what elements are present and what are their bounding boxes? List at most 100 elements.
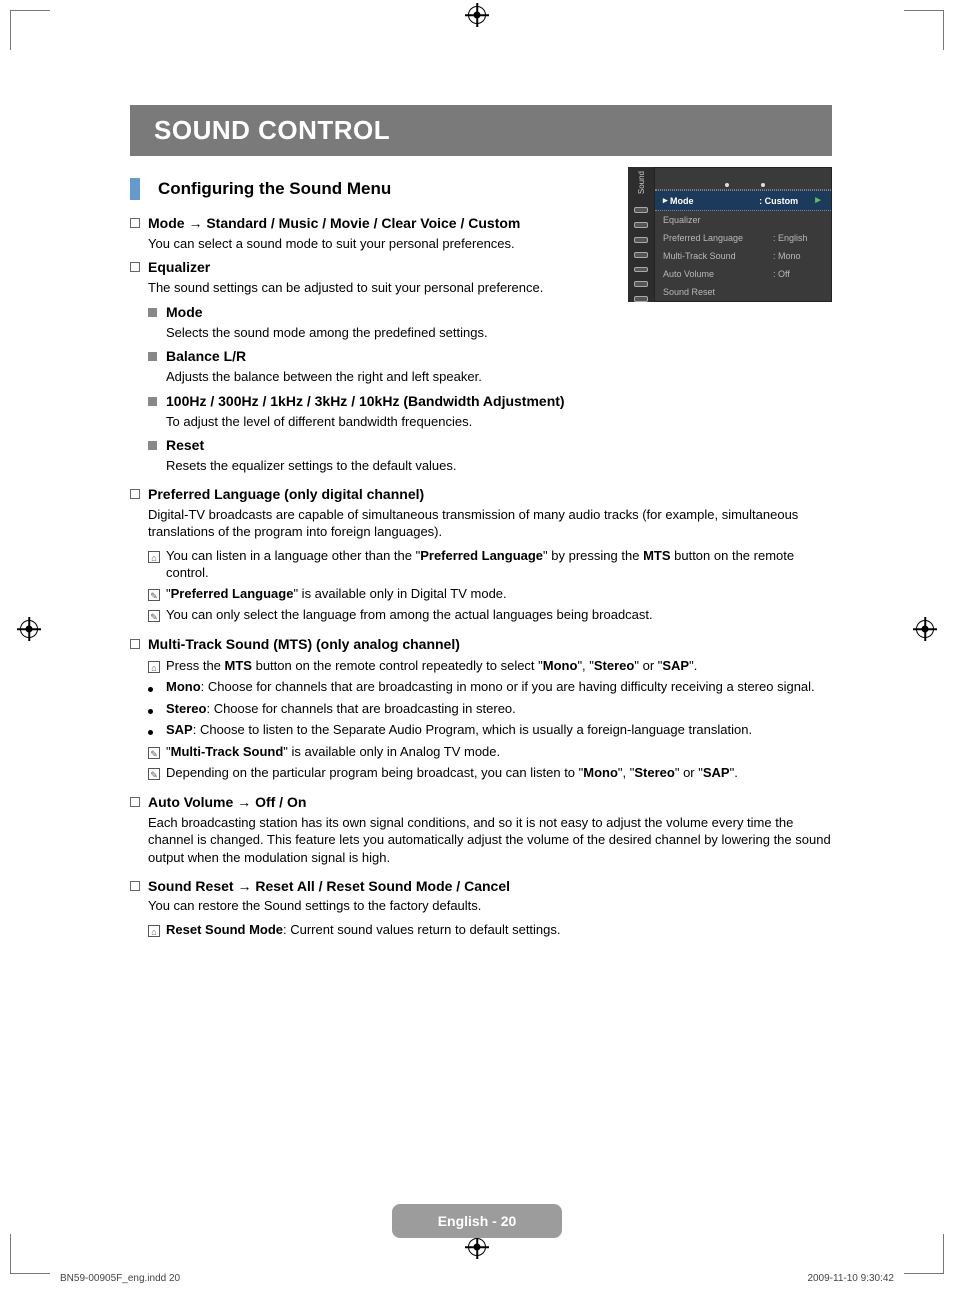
- note-text: You can listen in a language other than …: [166, 547, 832, 582]
- registration-mark-icon: [468, 6, 486, 30]
- registration-mark-icon: [916, 620, 934, 644]
- sub-desc: Adjusts the balance between the right an…: [166, 368, 588, 386]
- osd-menu: Sound ▸ Mode : Custom ► Equalizer: [628, 167, 832, 302]
- dot-bullet-icon: [148, 687, 153, 692]
- osd-key: Preferred Language: [663, 233, 773, 243]
- chevron-right-icon: ►: [813, 195, 823, 206]
- crop-mark: [904, 1234, 944, 1274]
- item-preflang: Preferred Language (only digital channel…: [130, 485, 832, 504]
- osd-val: : Mono: [773, 251, 823, 261]
- sub-heading: Reset: [166, 436, 832, 455]
- crop-mark: [10, 10, 50, 50]
- note-row: ✎ You can only select the language from …: [148, 606, 832, 625]
- osd-key: Multi-Track Sound: [663, 251, 773, 261]
- square-bullet-icon: [130, 489, 140, 499]
- heading: Auto Volume → Off / On: [148, 793, 832, 812]
- dot-bullet-icon: [148, 709, 153, 714]
- sub-desc: Selects the sound mode among the predefi…: [166, 324, 588, 342]
- crop-mark: [904, 10, 944, 50]
- accent-block-icon: [130, 178, 140, 200]
- equalizer-sublist: Mode Selects the sound mode among the pr…: [148, 303, 588, 386]
- input-icon: [634, 281, 648, 287]
- note-icon: ✎: [148, 747, 160, 759]
- filled-square-icon: [148, 308, 157, 317]
- note-icon: ✎: [148, 768, 160, 780]
- sub-desc: To adjust the level of different bandwid…: [166, 413, 832, 431]
- square-bullet-icon: [130, 881, 140, 891]
- note-text: Press the MTS button on the remote contr…: [166, 657, 832, 676]
- osd-row-preflang[interactable]: Preferred Language : English: [655, 229, 831, 247]
- filled-square-icon: [148, 397, 157, 406]
- osd-row-mts[interactable]: Multi-Track Sound : Mono: [655, 247, 831, 265]
- sub-heading: Balance L/R: [166, 347, 588, 366]
- remote-icon: ⌂: [148, 551, 160, 563]
- footer-filename: BN59-00905F_eng.indd 20: [60, 1273, 180, 1284]
- note-row: ✎ "Multi-Track Sound" is available only …: [148, 743, 832, 762]
- note-row: ✎ "Preferred Language" is available only…: [148, 585, 832, 604]
- note-text: Depending on the particular program bein…: [166, 764, 832, 783]
- osd-row-mode[interactable]: ▸ Mode : Custom ►: [655, 190, 831, 211]
- note-row: ⌂ You can listen in a language other tha…: [148, 547, 832, 582]
- note-row: ⌂ Reset Sound Mode: Current sound values…: [148, 921, 832, 940]
- desc: The sound settings can be adjusted to su…: [148, 279, 570, 297]
- osd-val: : Custom: [759, 196, 809, 206]
- speaker-icon: [634, 237, 648, 243]
- osd-key: Sound Reset: [663, 287, 773, 297]
- item-mts: Multi-Track Sound (MTS) (only analog cha…: [130, 635, 832, 654]
- osd-side-label: Sound: [637, 171, 646, 194]
- note-icon: ✎: [148, 589, 160, 601]
- osd-sidebar: Sound: [628, 167, 654, 302]
- opt-text: SAP: Choose to listen to the Separate Au…: [166, 721, 832, 740]
- footer-timestamp: 2009-11-10 9:30:42: [807, 1273, 894, 1284]
- tv-icon: [634, 207, 648, 213]
- heading: Sound Reset → Reset All / Reset Sound Mo…: [148, 877, 832, 896]
- content-area: SOUND CONTROL Configuring the Sound Menu…: [130, 105, 832, 939]
- crop-mark: [10, 1234, 50, 1274]
- item-equalizer: Equalizer: [130, 258, 570, 277]
- heading: Preferred Language (only digital channel…: [148, 485, 832, 504]
- item-mode: Mode → Standard / Music / Movie / Clear …: [130, 214, 570, 233]
- registration-mark-icon: [468, 1238, 486, 1262]
- body-text: Mode → Standard / Music / Movie / Clear …: [130, 214, 832, 939]
- opt-row: SAP: Choose to listen to the Separate Au…: [148, 721, 832, 740]
- remote-icon: ⌂: [148, 925, 160, 937]
- note-text: You can only select the language from am…: [166, 606, 832, 625]
- dot-bullet-icon: [148, 730, 153, 735]
- opt-text: Stereo: Choose for channels that are bro…: [166, 700, 832, 719]
- osd-val: : Off: [773, 269, 823, 279]
- heading: Equalizer: [148, 258, 570, 277]
- app-icon: [634, 296, 648, 302]
- osd-row-equalizer[interactable]: Equalizer: [655, 211, 831, 229]
- heading: Mode → Standard / Music / Movie / Clear …: [148, 214, 570, 233]
- square-bullet-icon: [130, 639, 140, 649]
- osd-row-autovol[interactable]: Auto Volume : Off: [655, 265, 831, 283]
- note-icon: ✎: [148, 610, 160, 622]
- osd-key: Mode: [670, 196, 759, 206]
- desc: You can restore the Sound settings to th…: [148, 897, 832, 915]
- signal-icon: [634, 267, 648, 273]
- filled-square-icon: [148, 441, 157, 450]
- note-text: "Preferred Language" is available only i…: [166, 585, 832, 604]
- osd-row-reset[interactable]: Sound Reset: [655, 283, 831, 301]
- note-row: ⌂ Press the MTS button on the remote con…: [148, 657, 832, 676]
- sub-heading: 100Hz / 300Hz / 1kHz / 3kHz / 10kHz (Ban…: [166, 392, 832, 411]
- square-bullet-icon: [130, 218, 140, 228]
- section-title: Configuring the Sound Menu: [158, 179, 391, 199]
- square-bullet-icon: [130, 262, 140, 272]
- heading: Multi-Track Sound (MTS) (only analog cha…: [148, 635, 832, 654]
- desc: Digital-TV broadcasts are capable of sim…: [148, 506, 832, 541]
- item-reset: Sound Reset → Reset All / Reset Sound Mo…: [130, 877, 832, 896]
- osd-panel: ▸ Mode : Custom ► Equalizer Preferred La…: [654, 167, 832, 302]
- opt-text: Mono: Choose for channels that are broad…: [166, 678, 832, 697]
- osd-header: [655, 168, 831, 190]
- page-number-badge: English - 20: [392, 1204, 562, 1238]
- filled-square-icon: [148, 352, 157, 361]
- opt-row: Mono: Choose for channels that are broad…: [148, 678, 832, 697]
- osd-val: : English: [773, 233, 823, 243]
- sub-desc: Resets the equalizer settings to the def…: [166, 457, 832, 475]
- desc: Each broadcasting station has its own si…: [148, 814, 832, 867]
- sub-heading: Mode: [166, 303, 588, 322]
- gear-icon: [634, 252, 648, 258]
- registration-mark-icon: [20, 620, 38, 644]
- note-row: ✎ Depending on the particular program be…: [148, 764, 832, 783]
